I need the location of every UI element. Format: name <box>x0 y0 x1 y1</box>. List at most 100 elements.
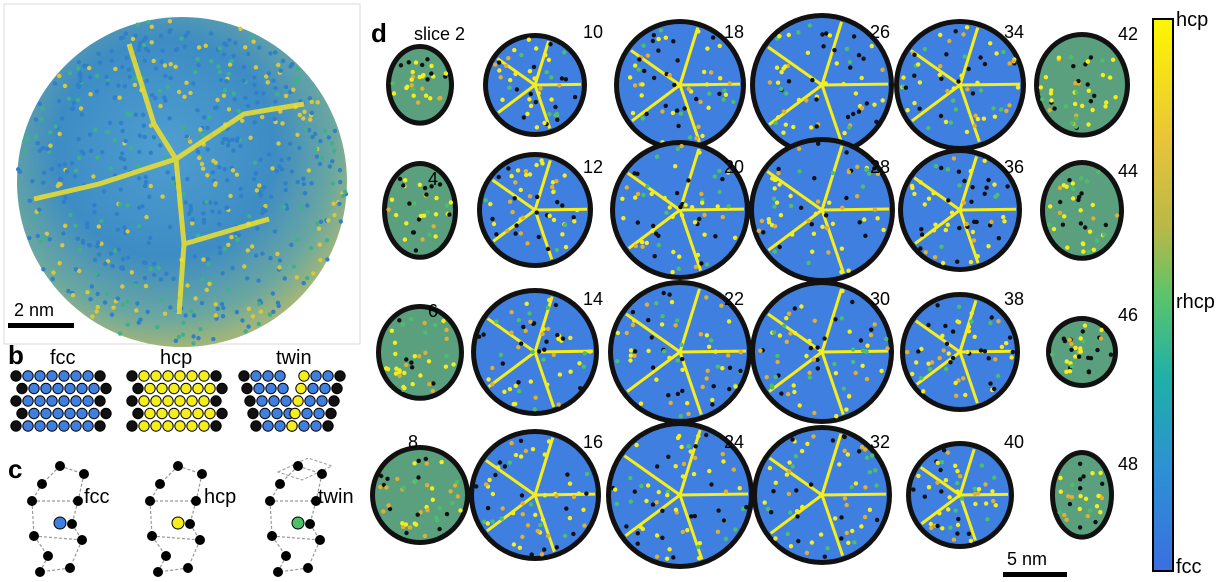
slice-atom <box>1088 99 1094 104</box>
atom-dot <box>44 231 49 236</box>
atom-dot <box>255 100 260 105</box>
slice-disc <box>382 160 458 260</box>
atom-dot <box>73 267 79 272</box>
slice-atom <box>842 434 847 440</box>
slice-atom <box>550 180 556 185</box>
slice-atom <box>919 227 924 232</box>
atom-dot <box>22 149 27 154</box>
slice-atom <box>842 130 847 136</box>
slice-atom <box>535 194 540 200</box>
slice-atom <box>680 388 685 394</box>
atom-dot <box>199 300 205 306</box>
slice-atom <box>686 178 691 183</box>
slice-atom <box>494 232 499 237</box>
lattice-atom <box>274 370 286 382</box>
atom-dot <box>226 71 232 77</box>
slice-atom <box>509 173 514 179</box>
slice-atom <box>394 366 399 371</box>
slice-atom <box>627 75 633 80</box>
twin-boundary <box>820 209 846 274</box>
slice-atom <box>988 320 993 326</box>
atom-dot <box>162 63 168 68</box>
slice-atom <box>441 318 446 323</box>
atom-dot <box>191 334 196 339</box>
slice-atom <box>639 93 644 98</box>
slice-atom <box>940 333 945 338</box>
atom-dot <box>302 109 307 115</box>
atom-dot <box>188 90 193 96</box>
slice-atom <box>410 229 416 235</box>
slice-atom <box>756 228 761 233</box>
slice-atom <box>425 77 430 82</box>
twin-boundary <box>959 492 1009 497</box>
slice-atom <box>912 100 917 106</box>
slice-atom <box>1077 525 1083 530</box>
slice-atom <box>1098 336 1104 341</box>
slice-atom <box>430 388 435 393</box>
slice-atom <box>715 364 721 369</box>
atom-dot <box>234 172 240 177</box>
slice-atom <box>1086 355 1091 360</box>
slice-atom <box>855 194 860 199</box>
slice-atom <box>557 83 562 88</box>
atom-dot <box>220 140 225 146</box>
panel-label-b: b <box>8 340 24 370</box>
slice-atom <box>437 505 442 511</box>
slice-label: 20 <box>724 157 745 177</box>
b-label-twin: twin <box>276 347 312 369</box>
atom-dot <box>64 169 70 174</box>
slice-label: 4 <box>428 169 439 189</box>
slice-atom <box>378 484 383 490</box>
atom-dot <box>75 82 81 88</box>
slice-atom <box>634 442 639 448</box>
slice-atom <box>670 269 675 275</box>
slice-atom <box>551 189 556 195</box>
slice-atom <box>632 171 637 176</box>
slice-atom <box>1007 335 1013 340</box>
slice-atom <box>421 73 426 78</box>
slice-atom <box>901 75 906 80</box>
atom-dot <box>87 65 92 71</box>
slice-atom <box>972 219 977 224</box>
slice-atom <box>864 349 869 354</box>
atom-dot <box>152 261 157 266</box>
atom-dot <box>62 83 68 89</box>
atom-dot <box>37 207 42 212</box>
slice-atom <box>992 475 997 480</box>
slice-atom <box>675 146 680 151</box>
slice-atom <box>534 210 539 215</box>
atom-dot <box>125 203 130 208</box>
slice-atom <box>986 244 991 249</box>
slice-atom <box>927 367 933 372</box>
atom-dot <box>99 218 104 224</box>
slice-atom <box>956 169 962 174</box>
slice-atom <box>919 346 924 352</box>
atom-dot <box>317 242 322 247</box>
slice-atom <box>539 158 544 163</box>
lattice-atom <box>168 407 180 420</box>
atom-dot <box>33 117 39 122</box>
slice-atom <box>951 86 956 91</box>
slice-atom <box>912 73 917 78</box>
slice-atom <box>651 75 657 81</box>
slice-atom <box>519 52 524 58</box>
atom-dot <box>143 180 149 185</box>
slice-atom <box>1078 494 1083 499</box>
atom-dot <box>76 97 81 103</box>
slice-atom <box>624 524 629 529</box>
atom-dot <box>115 296 121 301</box>
slice-atom <box>777 333 783 338</box>
slice-atom <box>776 166 781 172</box>
atom-dot <box>148 266 153 272</box>
slice-atom <box>973 113 978 118</box>
atom-dot <box>158 103 163 109</box>
atom-dot <box>142 276 148 281</box>
lattice-atom <box>241 382 253 395</box>
slice-atom <box>1050 352 1055 357</box>
slice-atom <box>860 184 866 189</box>
slice-atom <box>775 359 780 365</box>
slice-atom <box>554 247 559 253</box>
slice-atom <box>500 506 505 511</box>
slice-atom <box>807 370 812 375</box>
slice-atom <box>792 389 797 395</box>
